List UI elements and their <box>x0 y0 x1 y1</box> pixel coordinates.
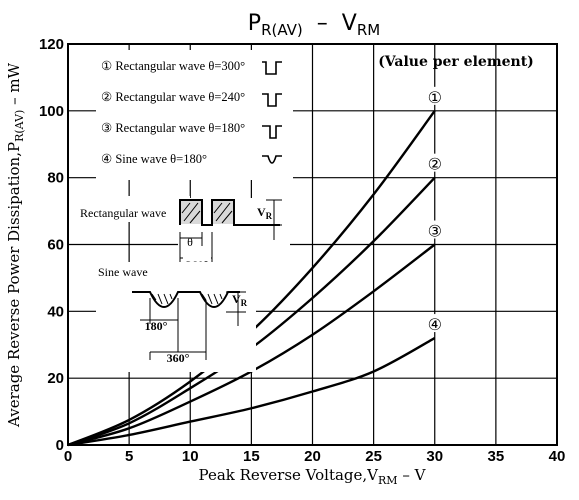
rect-wave-inset: Rectangular wave θ 360° VR <box>80 196 290 272</box>
series-3-marker: ③ <box>428 222 442 241</box>
rect-wave-label: Rectangular wave <box>80 206 166 220</box>
plot-frame <box>67 43 558 446</box>
x-tick-label: 15 <box>243 448 260 465</box>
series-1-marker: ① <box>428 88 442 107</box>
x-tick-label: 10 <box>182 448 199 465</box>
legend-item-2: ② Rectangular wave θ=240° <box>101 90 245 104</box>
x-tick-label: 25 <box>365 448 382 465</box>
title-v-sub: RM <box>357 21 380 39</box>
sine-wave-label: Sine wave <box>98 265 148 279</box>
y-tick-label: 120 <box>39 36 64 53</box>
x-tick-label: 20 <box>304 448 321 465</box>
rect-vr-label: VR <box>257 205 273 221</box>
x-tick-label: 40 <box>549 448 566 465</box>
rect-wave-shape <box>179 199 280 226</box>
sine-wave-shape <box>132 291 240 308</box>
legend-background <box>96 50 293 180</box>
title-p-sub: R(AV) <box>261 21 303 39</box>
legend-wave-icon-1 <box>262 61 282 75</box>
value-per-element-note: (Value per element) <box>378 54 534 70</box>
sine-period-label: 360° <box>167 351 190 365</box>
series-4-marker: ④ <box>428 315 442 334</box>
y-axis-label: Average Reverse Power Dissipation,PR(AV)… <box>5 62 26 428</box>
series-markers: ① ② ③ ④ <box>425 86 444 334</box>
x-axis-label: Peak Reverse Voltage,VRM – V <box>199 466 427 487</box>
legend: ① Rectangular wave θ=300° ② Rectangular w… <box>101 59 282 166</box>
sine-half-label: 180° <box>145 319 168 333</box>
chart-title: PR(AV) – VRM <box>248 11 380 39</box>
sine-vr-label: VR <box>232 292 248 308</box>
legend-wave-icon-2 <box>262 93 282 107</box>
legend-item-1: ① Rectangular wave θ=300° <box>101 59 245 73</box>
legend-wave-icon-4 <box>262 155 282 164</box>
title-dash: – <box>317 11 328 36</box>
legend-wave-icon-3 <box>262 125 282 139</box>
y-tick-label: 20 <box>47 370 64 387</box>
series-1-line <box>67 110 436 447</box>
sine-wave-inset: Sine wave 180° 360° VR <box>96 262 256 372</box>
y-tick-label: 80 <box>47 170 64 187</box>
title-v: V <box>342 11 357 36</box>
x-tick-label: 5 <box>125 448 133 465</box>
y-tick-label: 60 <box>47 237 64 254</box>
tick-labels: 0 5 10 15 20 25 30 35 40 0 20 40 60 80 100 120 <box>39 36 565 465</box>
y-tick-label: 40 <box>47 303 64 320</box>
x-tick-label: 30 <box>426 448 443 465</box>
y-tick-label: 0 <box>56 437 64 454</box>
legend-item-3: ③ Rectangular wave θ=180° <box>101 121 245 135</box>
x-tick-label: 35 <box>488 448 505 465</box>
series-4-line <box>67 337 436 447</box>
series-2-marker: ② <box>428 155 442 174</box>
title-p: P <box>248 11 261 36</box>
rect-theta-label: θ <box>187 235 193 249</box>
y-tick-label: 100 <box>39 103 64 120</box>
legend-item-4: ④ Sine wave θ=180° <box>101 152 207 166</box>
x-tick-label: 0 <box>64 448 72 465</box>
